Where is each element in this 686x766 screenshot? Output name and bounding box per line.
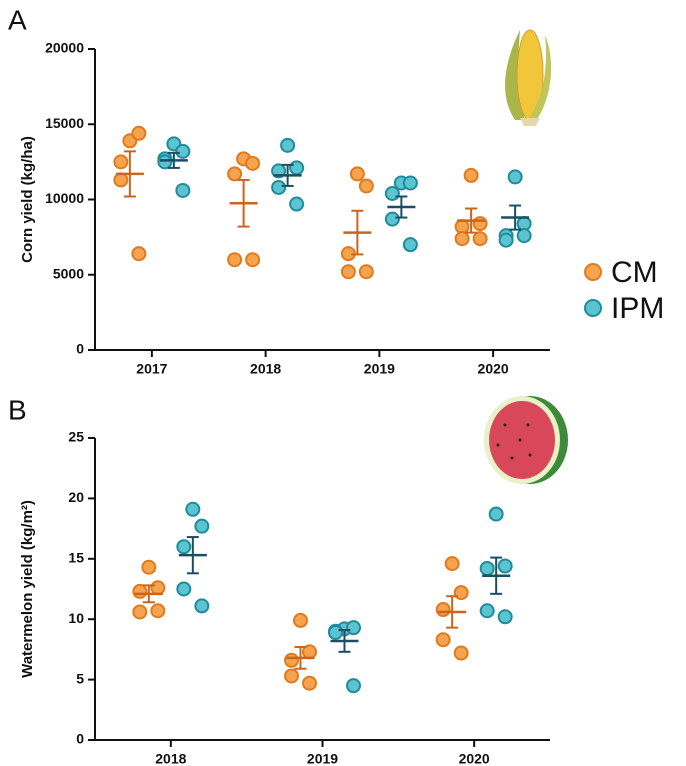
data-point	[497, 558, 513, 574]
y-tick-label: 10	[68, 610, 84, 626]
data-point	[113, 154, 129, 170]
data-point	[227, 252, 243, 268]
data-point	[157, 154, 173, 170]
panel-label: B	[8, 394, 27, 425]
data-point	[245, 155, 261, 171]
data-point	[150, 603, 166, 619]
data-point	[141, 559, 157, 575]
x-tick-label: 2019	[364, 361, 395, 377]
data-point	[271, 163, 287, 179]
data-point	[194, 598, 210, 614]
data-point	[328, 624, 343, 640]
data-point	[176, 539, 192, 555]
data-point	[346, 620, 361, 636]
corn-icon	[505, 29, 552, 126]
y-tick-label: 15	[68, 550, 84, 566]
data-point	[175, 143, 191, 159]
legend-label: CM	[611, 256, 658, 289]
data-point	[402, 237, 418, 253]
data-point	[131, 246, 147, 262]
data-point	[498, 232, 514, 248]
data-point	[384, 185, 400, 201]
data-point	[516, 228, 532, 244]
data-point	[284, 652, 299, 668]
panel-label: A	[8, 4, 27, 35]
watermelon-icon	[484, 396, 568, 484]
data-point	[185, 501, 201, 517]
data-point	[284, 668, 299, 684]
data-point	[349, 166, 365, 182]
data-point	[435, 602, 451, 618]
data-point	[131, 125, 147, 141]
data-point	[507, 169, 523, 185]
data-point	[302, 675, 317, 691]
y-tick-label: 0	[76, 731, 84, 747]
data-point	[280, 137, 296, 153]
x-tick-label: 2017	[136, 361, 167, 377]
data-point	[194, 518, 210, 534]
y-tick-label: 15000	[45, 115, 84, 131]
x-tick-label: 2019	[307, 751, 338, 766]
legend-marker	[584, 299, 602, 317]
data-point	[472, 231, 488, 247]
data-point	[384, 211, 400, 227]
data-point	[150, 580, 166, 596]
y-tick-label: 20	[68, 489, 84, 505]
data-point	[175, 182, 191, 198]
data-point	[132, 583, 148, 599]
data-point	[444, 556, 460, 572]
data-point	[289, 196, 305, 212]
data-point	[358, 178, 374, 194]
x-tick-label: 2018	[250, 361, 281, 377]
y-tick-label: 20000	[45, 40, 84, 56]
data-point	[454, 231, 470, 247]
data-point	[271, 179, 287, 195]
y-tick-label: 10000	[45, 190, 84, 206]
x-tick-label: 2020	[478, 361, 509, 377]
y-tick-label: 5000	[53, 265, 84, 281]
data-point	[453, 645, 469, 661]
data-point	[358, 264, 374, 280]
data-point	[497, 609, 513, 625]
y-tick-label: 0	[76, 341, 84, 357]
data-point	[488, 506, 504, 522]
data-point	[435, 632, 451, 648]
legend-marker	[584, 263, 602, 281]
data-point	[245, 252, 261, 268]
data-point	[289, 160, 305, 176]
data-point	[346, 678, 361, 694]
data-point	[176, 581, 192, 597]
data-point	[463, 167, 479, 183]
legend-label: IPM	[611, 292, 664, 325]
y-tick-label: 25	[68, 429, 84, 445]
y-axis-label: Watermelon yield (kg/m²)	[19, 500, 36, 678]
data-point	[479, 603, 495, 619]
y-tick-label: 5	[76, 670, 84, 686]
x-tick-label: 2020	[459, 751, 490, 766]
y-axis-label: Corn yield (kg/ha)	[19, 136, 36, 263]
data-point	[340, 264, 356, 280]
data-point	[402, 175, 418, 191]
data-point	[227, 166, 243, 182]
data-point	[132, 604, 148, 620]
data-point	[479, 560, 495, 576]
data-point	[293, 612, 308, 628]
data-point	[472, 216, 488, 232]
x-tick-label: 2018	[155, 751, 186, 766]
data-point	[113, 172, 129, 188]
